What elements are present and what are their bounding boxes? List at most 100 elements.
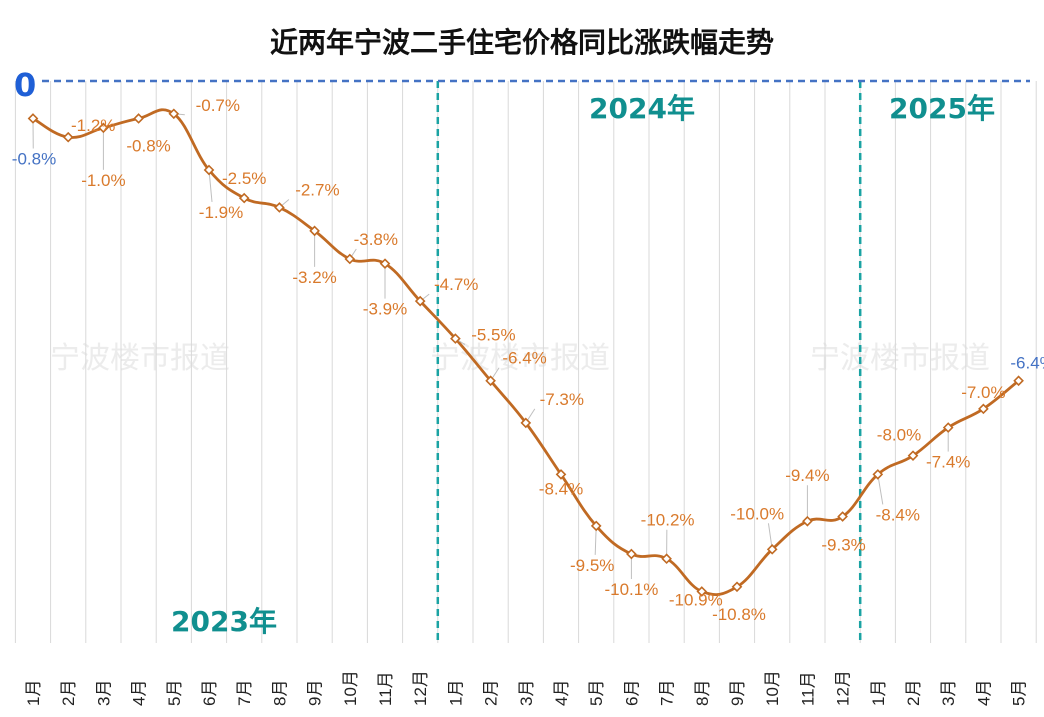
data-point-marker	[661, 553, 672, 565]
data-label: -10.1%	[604, 580, 658, 599]
data-point-marker	[731, 581, 743, 593]
data-label: -4.7%	[434, 275, 478, 294]
x-tick-label: 11月	[798, 671, 817, 706]
data-labels: -0.8%-1.2%-1.0%-0.8%-0.7%-1.9%-2.5%-2.7%…	[12, 96, 1044, 624]
data-point-marker	[133, 113, 144, 124]
data-point-marker	[62, 131, 74, 143]
x-tick-label: 7月	[235, 680, 254, 706]
x-tick-label: 5月	[587, 680, 606, 706]
data-point-marker	[485, 375, 496, 387]
year-dividers	[436, 81, 862, 643]
chart-title: 近两年宁波二手住宅价格同比涨跌幅走势	[270, 26, 774, 59]
data-point-marker	[274, 202, 285, 213]
data-label: -3.9%	[363, 300, 407, 319]
data-point-marker	[1013, 375, 1024, 387]
data-point-marker	[555, 469, 567, 480]
x-tick-label: 10月	[763, 670, 782, 706]
x-tick-label: 12月	[834, 670, 853, 706]
data-point-marker	[978, 403, 989, 415]
data-point-marker	[907, 450, 919, 461]
data-label: -5.5%	[471, 326, 515, 345]
data-point-marker	[27, 113, 39, 124]
data-label: -8.4%	[539, 479, 583, 498]
x-tick-label: 8月	[693, 680, 712, 706]
watermark-text: 宁波楼市报道	[50, 341, 230, 376]
data-label: -10.8%	[712, 605, 766, 624]
data-point-marker	[872, 469, 884, 480]
x-tick-label: 3月	[94, 680, 113, 706]
data-point-marker	[590, 520, 602, 532]
x-tick-label: 11月	[376, 671, 395, 706]
x-tick-label: 4月	[130, 680, 149, 706]
data-label: -3.2%	[292, 268, 336, 287]
x-tick-label: 1月	[869, 680, 888, 706]
data-label: -7.4%	[926, 453, 970, 472]
data-label: -0.7%	[196, 96, 240, 115]
x-tick-label: 6月	[622, 680, 641, 706]
x-tick-label: 3月	[939, 680, 958, 706]
year-label: 2024年	[589, 92, 695, 125]
data-label: -9.5%	[570, 556, 614, 575]
data-label: -9.4%	[785, 466, 829, 485]
x-tick-labels: 1月 2月 3月 4月 5月 6月 7月 8月 9月 10月 11月 12月 1月 2月 3月 4月 5月 6月 7…	[24, 670, 1029, 706]
data-point-marker	[520, 417, 532, 429]
x-tick-label: 2月	[482, 680, 501, 706]
data-point-marker	[379, 258, 391, 269]
data-label: -0.8%	[12, 149, 56, 168]
year-label: 2023年	[171, 605, 277, 638]
watermark-text: 宁波楼市报道	[810, 341, 990, 376]
watermark-group: 宁波楼市报道 宁波楼市报道 宁波楼市报道	[50, 341, 990, 376]
data-label: -9.3%	[821, 536, 865, 555]
x-tick-label: 5月	[165, 680, 184, 706]
data-point-marker	[626, 548, 637, 560]
x-tick-label: 2月	[59, 680, 78, 706]
data-point-marker	[802, 515, 813, 527]
data-point-marker	[414, 295, 426, 307]
x-tick-label: 5月	[1010, 680, 1029, 706]
x-tick-label: 7月	[658, 680, 677, 706]
x-tick-label: 6月	[200, 680, 219, 706]
data-label: -6.4%	[502, 349, 546, 368]
data-point-marker	[203, 164, 215, 176]
data-label: -8.4%	[876, 505, 920, 524]
data-label: -10.0%	[730, 504, 784, 523]
data-label: -6.4%	[1010, 354, 1044, 373]
x-tick-label: 9月	[728, 680, 747, 706]
year-label: 2025年	[889, 92, 995, 125]
label-leader	[208, 169, 213, 203]
x-tick-label: 4月	[974, 680, 993, 706]
label-leader	[877, 474, 884, 505]
data-label: -10.2%	[641, 511, 695, 530]
x-tick-label: 12月	[411, 670, 430, 706]
data-label: -8.0%	[877, 426, 921, 445]
data-label: -1.9%	[199, 203, 243, 222]
data-point-marker	[942, 422, 954, 433]
data-point-marker	[837, 511, 848, 522]
data-label: -3.8%	[354, 230, 398, 249]
data-point-marker	[168, 108, 180, 120]
x-tick-label: 4月	[552, 680, 571, 706]
year-labels: 2023年 2024年 2025年	[171, 92, 995, 638]
x-tick-label: 9月	[306, 680, 325, 706]
data-label: -10.9%	[669, 590, 723, 609]
data-point-marker	[98, 122, 109, 134]
x-tick-label: 1月	[446, 680, 465, 706]
data-point-marker	[344, 253, 356, 265]
data-label: -7.0%	[961, 383, 1005, 402]
data-label: -2.7%	[295, 180, 339, 199]
gridlines	[14, 81, 1037, 643]
x-tick-label: 3月	[517, 680, 536, 706]
data-point-marker	[696, 586, 708, 597]
x-tick-label: 8月	[270, 680, 289, 706]
x-tick-label: 2月	[904, 680, 923, 706]
data-label: -1.0%	[81, 171, 125, 190]
data-label: -7.3%	[540, 390, 584, 409]
zero-label: 0	[14, 66, 36, 104]
data-label: -2.5%	[222, 169, 266, 188]
x-tick-label: 10月	[341, 670, 360, 706]
data-point-marker	[238, 192, 250, 204]
data-point-marker	[766, 544, 778, 555]
data-point-marker	[309, 225, 320, 237]
